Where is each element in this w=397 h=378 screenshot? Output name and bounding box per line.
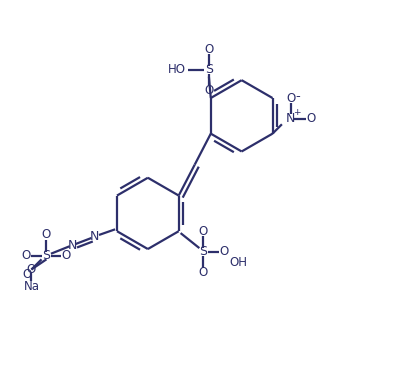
Text: OH: OH — [230, 256, 248, 269]
Text: S: S — [42, 249, 50, 262]
Text: Na: Na — [23, 280, 39, 293]
Text: O: O — [198, 225, 208, 238]
Text: O: O — [306, 112, 316, 125]
Text: O: O — [42, 228, 51, 242]
Text: O: O — [21, 249, 31, 262]
Text: -: - — [296, 90, 301, 103]
Text: S: S — [205, 64, 213, 76]
Text: O: O — [204, 84, 214, 97]
Text: +: + — [293, 108, 301, 117]
Text: N: N — [90, 230, 99, 243]
Text: N: N — [286, 112, 295, 125]
Text: O: O — [27, 263, 36, 276]
Text: O: O — [204, 43, 214, 56]
Text: O: O — [219, 245, 228, 258]
Text: O: O — [62, 249, 71, 262]
Text: N: N — [68, 239, 77, 252]
Text: O: O — [198, 266, 208, 279]
Text: HO: HO — [168, 64, 186, 76]
Text: O: O — [286, 91, 295, 104]
Text: O: O — [22, 268, 31, 281]
Text: S: S — [199, 245, 207, 258]
